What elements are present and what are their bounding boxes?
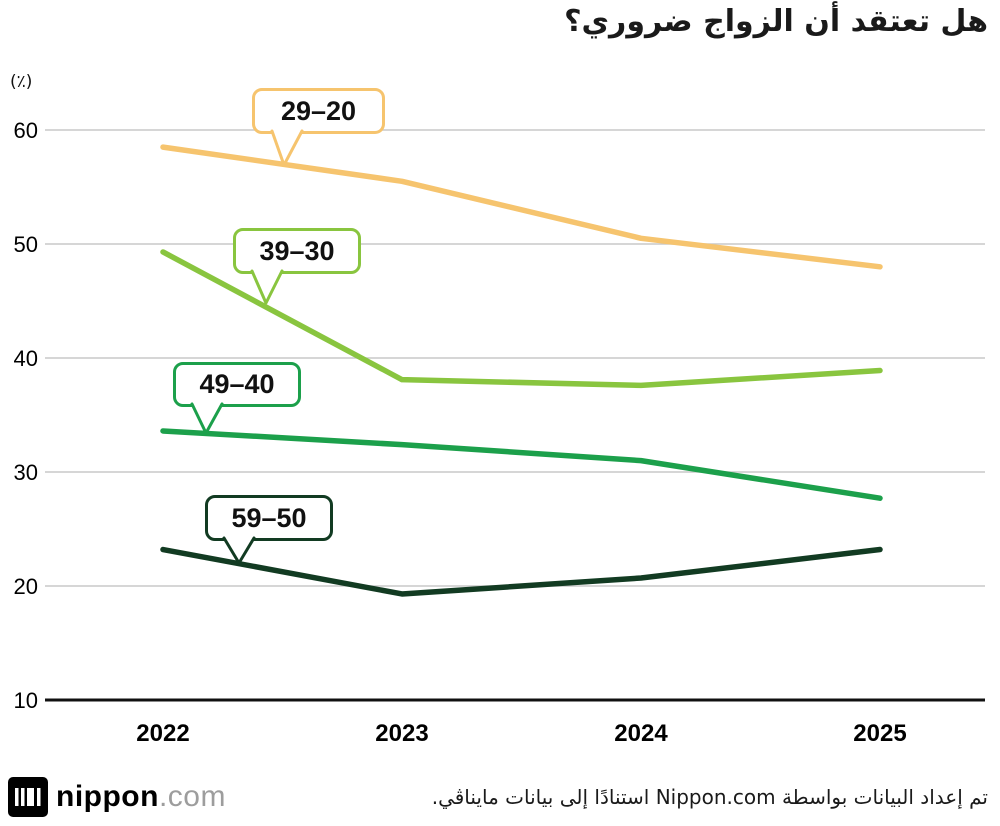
callout-label: 59–50 (231, 502, 307, 533)
nippon-logo-icon (8, 777, 48, 817)
callout-label: 29–20 (280, 95, 357, 126)
series-line-30-39 (160, 249, 883, 389)
y-tick-label: 30 (14, 460, 38, 485)
series-line-50-59 (160, 546, 883, 597)
series-line-40-49 (160, 428, 883, 501)
x-tick-label: 2025 (853, 720, 906, 747)
chart-title: هل تعتقد أن الزواج ضروري؟ (564, 4, 988, 39)
y-tick-label: 40 (14, 346, 38, 371)
x-tick-label: 2023 (375, 720, 428, 747)
age-group-callout-50-59: 59–50 (205, 495, 333, 541)
x-tick-label: 2024 (614, 720, 668, 747)
age-group-callout-20-29: 29–20 (252, 88, 385, 134)
source-text: تم إعداد البيانات بواسطة Nippon.com استن… (431, 785, 988, 809)
logo-text-nippon: nippon (56, 780, 159, 813)
y-tick-label: 60 (14, 118, 38, 143)
nippon-logo-wordmark: nippon.com (56, 780, 226, 814)
logo-text-com: .com (158, 780, 226, 813)
y-tick-label: 10 (14, 688, 38, 713)
nippon-logo: nippon.com (8, 777, 226, 817)
footer: nippon.com تم إعداد البيانات بواسطة Nipp… (8, 773, 988, 821)
line-chart: 60 50 40 30 20 10 2022 2023 2024 2025 (14, 118, 985, 747)
callout-label: 39–30 (259, 235, 335, 266)
y-axis-unit-label: (٪) (10, 72, 33, 92)
age-group-callout-40-49: 49–40 (173, 362, 301, 407)
callout-label: 49–40 (199, 369, 275, 399)
y-tick-label: 20 (14, 574, 38, 599)
age-group-callout-30-39: 39–30 (233, 228, 361, 274)
y-tick-label: 50 (14, 232, 38, 257)
x-tick-label: 2022 (136, 720, 189, 747)
